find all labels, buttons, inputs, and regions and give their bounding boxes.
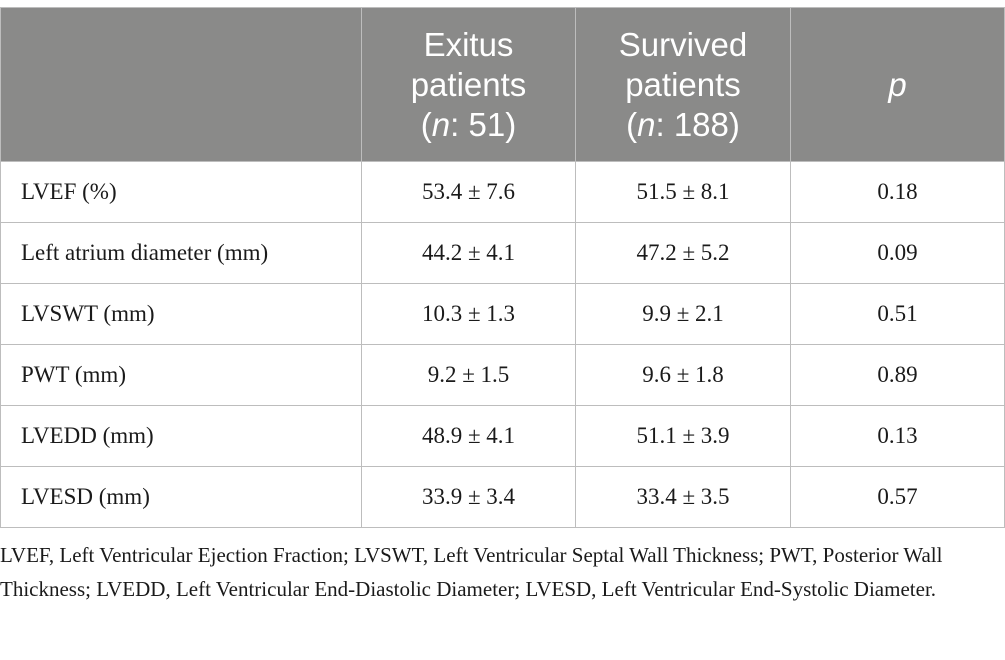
exitus-value: 33.9 ± 3.4 <box>361 466 576 528</box>
exitus-value: 53.4 ± 7.6 <box>361 161 576 223</box>
table-row: LVEF (%) 53.4 ± 7.6 51.5 ± 8.1 0.18 <box>0 161 1005 223</box>
p-value: 0.09 <box>790 222 1005 284</box>
survived-value: 51.1 ± 3.9 <box>575 405 791 467</box>
survived-value: 33.4 ± 3.5 <box>575 466 791 528</box>
table-row: LVEDD (mm) 48.9 ± 4.1 51.1 ± 3.9 0.13 <box>0 405 1005 467</box>
header-exitus-line1: Exitus <box>423 25 514 63</box>
p-value: 0.89 <box>790 344 1005 406</box>
survived-value: 9.9 ± 2.1 <box>575 283 791 345</box>
table-row: LVESD (mm) 33.9 ± 3.4 33.4 ± 3.5 0.57 <box>0 466 1005 528</box>
table-row: Left atrium diameter (mm) 44.2 ± 4.1 47.… <box>0 222 1005 284</box>
header-empty-cell <box>0 7 362 162</box>
row-label: Left atrium diameter (mm) <box>0 222 362 284</box>
header-survived-n: (n: 188) <box>626 105 740 143</box>
row-label: LVESD (mm) <box>0 466 362 528</box>
survived-value: 47.2 ± 5.2 <box>575 222 791 284</box>
survived-value: 9.6 ± 1.8 <box>575 344 791 406</box>
survived-value: 51.5 ± 8.1 <box>575 161 791 223</box>
exitus-value: 10.3 ± 1.3 <box>361 283 576 345</box>
header-exitus-patients: Exitus patients (n: 51) <box>361 7 576 162</box>
table-header: Exitus patients (n: 51) Survived patient… <box>0 7 1005 162</box>
table-body: LVEF (%) 53.4 ± 7.6 51.5 ± 8.1 0.18 Left… <box>0 161 1005 528</box>
table-row: LVSWT (mm) 10.3 ± 1.3 9.9 ± 2.1 0.51 <box>0 283 1005 345</box>
row-label: LVEDD (mm) <box>0 405 362 467</box>
header-survived-line1: Survived <box>618 25 748 63</box>
header-p-label: p <box>888 65 907 103</box>
header-exitus-line2: patients <box>410 65 527 103</box>
header-p-value: p <box>790 7 1005 162</box>
header-survived-patients: Survived patients (n: 188) <box>575 7 791 162</box>
p-value: 0.51 <box>790 283 1005 345</box>
echocardiography-table: Exitus patients (n: 51) Survived patient… <box>0 7 1005 528</box>
p-value: 0.57 <box>790 466 1005 528</box>
row-label: LVEF (%) <box>0 161 362 223</box>
header-exitus-n: (n: 51) <box>420 105 517 143</box>
exitus-value: 44.2 ± 4.1 <box>361 222 576 284</box>
exitus-value: 9.2 ± 1.5 <box>361 344 576 406</box>
table-row: PWT (mm) 9.2 ± 1.5 9.6 ± 1.8 0.89 <box>0 344 1005 406</box>
header-survived-line2: patients <box>625 65 741 103</box>
exitus-value: 48.9 ± 4.1 <box>361 405 576 467</box>
p-value: 0.13 <box>790 405 1005 467</box>
p-value: 0.18 <box>790 161 1005 223</box>
row-label: LVSWT (mm) <box>0 283 362 345</box>
header-row: Exitus patients (n: 51) Survived patient… <box>0 7 1005 162</box>
table-footnote: LVEF, Left Ventricular Ejection Fraction… <box>0 543 943 601</box>
row-label: PWT (mm) <box>0 344 362 406</box>
